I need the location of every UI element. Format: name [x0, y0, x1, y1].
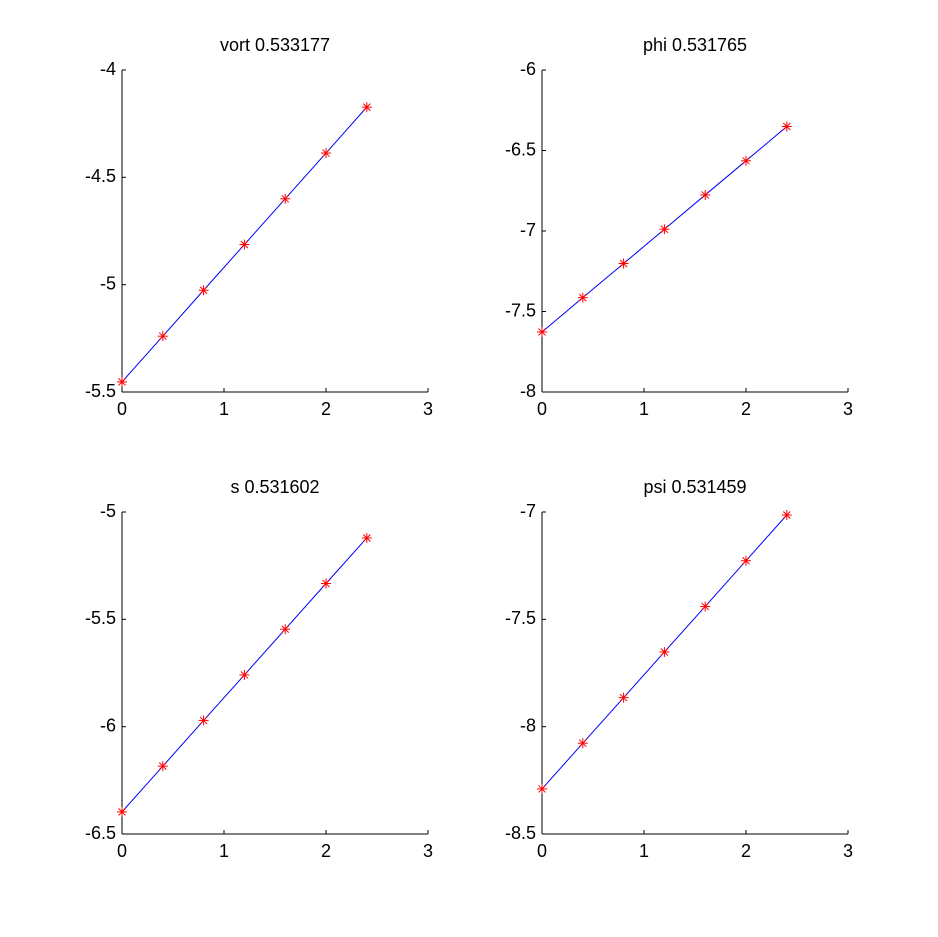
marker: [198, 715, 209, 726]
marker-stroke: [701, 191, 710, 199]
marker-stroke: [118, 808, 126, 816]
marker: [157, 331, 168, 342]
y-tick-label: -8: [520, 715, 536, 735]
y-tick-label: -7: [520, 501, 536, 521]
x-tick-label: 1: [639, 399, 649, 419]
marker-stroke: [322, 579, 330, 588]
marker: [618, 258, 629, 269]
marker-stroke: [281, 194, 290, 203]
x-tick-label: 1: [219, 399, 229, 419]
x-tick-label: 2: [741, 399, 751, 419]
marker: [741, 155, 751, 166]
chart-title: phi 0.531765: [643, 35, 747, 55]
marker: [117, 376, 127, 387]
x-tick-label: 1: [219, 841, 229, 861]
y-tick-label: -7.5: [505, 300, 536, 320]
marker: [781, 510, 792, 521]
x-tick-label: 2: [321, 841, 331, 861]
marker: [361, 532, 372, 543]
marker: [198, 285, 209, 296]
marker: [781, 121, 792, 132]
marker: [239, 669, 250, 680]
marker: [577, 292, 588, 303]
y-tick-label: -6.5: [505, 139, 536, 159]
y-tick-label: -8: [520, 381, 536, 401]
marker-stroke: [240, 240, 249, 249]
marker-stroke: [322, 149, 330, 157]
y-tick-label: -4.5: [85, 166, 116, 186]
marker-stroke: [660, 225, 669, 234]
marker: [117, 806, 127, 817]
marker-stroke: [158, 762, 167, 771]
y-tick-label: -4: [100, 59, 116, 79]
marker: [537, 783, 547, 794]
x-tick-label: 3: [423, 399, 433, 419]
marker-stroke: [362, 103, 371, 111]
marker: [361, 102, 372, 113]
marker-stroke: [619, 259, 628, 268]
marker-stroke: [158, 332, 167, 341]
marker-stroke: [782, 122, 791, 131]
chart-title: vort 0.533177: [220, 35, 330, 55]
marker: [239, 239, 250, 250]
marker-stroke: [538, 328, 546, 336]
marker: [577, 738, 588, 749]
x-tick-label: 0: [117, 399, 127, 419]
y-tick-label: -6: [520, 59, 536, 79]
y-tick-label: -7: [520, 220, 536, 240]
marker-stroke: [742, 156, 750, 165]
y-tick-label: -5: [100, 501, 116, 521]
marker-stroke: [362, 534, 371, 542]
marker-stroke: [742, 556, 750, 565]
y-tick-label: -5.5: [85, 381, 116, 401]
marker-stroke: [619, 693, 628, 702]
y-tick-label: -5: [100, 273, 116, 293]
marker: [280, 624, 291, 635]
x-tick-label: 1: [639, 841, 649, 861]
x-tick-label: 2: [321, 399, 331, 419]
marker-stroke: [281, 625, 290, 634]
marker: [700, 601, 711, 612]
marker: [537, 326, 547, 337]
x-tick-label: 0: [117, 841, 127, 861]
y-tick-label: -8.5: [505, 823, 536, 843]
marker: [321, 578, 331, 589]
marker: [741, 555, 751, 566]
marker-stroke: [199, 716, 208, 725]
x-tick-label: 0: [537, 841, 547, 861]
marker-stroke: [701, 602, 710, 611]
marker: [321, 148, 331, 159]
marker-stroke: [782, 511, 791, 519]
marker-stroke: [578, 739, 587, 748]
marker-stroke: [660, 648, 669, 656]
marker: [280, 193, 291, 204]
x-tick-label: 0: [537, 399, 547, 419]
x-tick-label: 3: [423, 841, 433, 861]
marker-stroke: [118, 378, 126, 386]
marker: [157, 761, 168, 772]
x-tick-label: 3: [843, 841, 853, 861]
y-tick-label: -7.5: [505, 608, 536, 628]
x-tick-label: 3: [843, 399, 853, 419]
marker-stroke: [240, 671, 249, 679]
marker: [700, 189, 711, 200]
y-tick-label: -6.5: [85, 823, 116, 843]
marker: [659, 224, 670, 235]
marker-stroke: [538, 785, 546, 793]
marker: [659, 646, 670, 657]
marker-stroke: [199, 286, 208, 295]
y-tick-label: -6: [100, 715, 116, 735]
chart-title: psi 0.531459: [643, 477, 746, 497]
x-tick-label: 2: [741, 841, 751, 861]
chart-title: s 0.531602: [230, 477, 319, 497]
marker: [618, 692, 629, 703]
marker-stroke: [578, 293, 587, 302]
y-tick-label: -5.5: [85, 608, 116, 628]
